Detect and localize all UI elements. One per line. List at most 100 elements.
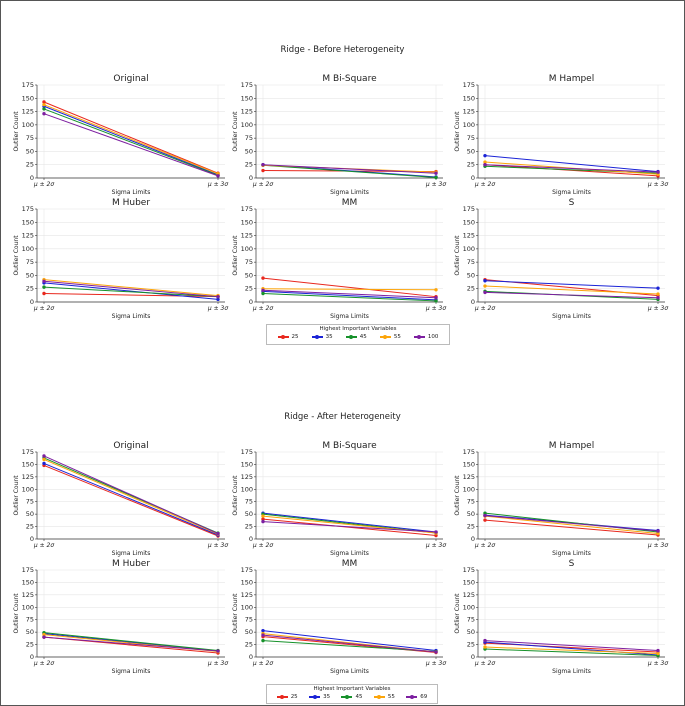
x-tick-label: μ ± 2σ [33,542,54,549]
x-axis-label: Sigma Limits [330,550,369,557]
legend-entry: 55 [373,694,395,700]
series-line-45 [262,164,437,178]
data-point-25 [483,518,487,522]
y-tick-label: 100 [22,121,34,129]
y-tick-label: 50 [26,628,34,636]
x-tick-label: μ ± 2σ [252,660,273,667]
y-tick-label: 100 [22,245,34,253]
series-line-25 [43,101,219,174]
y-tick-label: 125 [22,473,34,481]
panel-title: MM [342,198,358,208]
y-tick-label: 50 [26,271,34,279]
y-tick-label: 75 [26,134,34,142]
x-tick-label: μ ± 2σ [252,542,273,549]
series-line-55 [43,279,219,297]
y-tick-label: 0 [471,174,475,182]
x-tick-label: μ ± 2σ [252,305,273,312]
y-tick-label: 50 [245,271,253,279]
y-tick-label: 100 [22,603,34,611]
y-tick-label: 75 [26,616,34,624]
data-point-55 [434,288,438,292]
y-tick-label: 25 [245,523,253,531]
x-tick-label: μ ± 3σ [647,305,668,312]
data-point-25 [261,517,265,521]
data-point-55 [42,457,46,462]
series-line-100 [43,280,219,298]
series-line-45 [484,648,659,657]
y-tick-label: 0 [30,653,34,661]
series-line-35 [43,105,219,176]
y-tick-label: 0 [30,298,34,306]
x-axis-label: Sigma Limits [330,313,369,320]
y-axis-label: Outlier Count [454,111,461,152]
y-axis-label: Outlier Count [13,111,20,152]
y-tick-label: 0 [249,174,253,182]
panel-title: S [569,198,575,208]
data-point-69 [434,530,438,534]
y-tick-label: 150 [241,218,253,226]
y-tick-label: 50 [467,147,475,155]
y-tick-label: 50 [467,510,475,518]
x-tick-label: μ ± 3σ [207,181,228,188]
y-tick-label: 125 [463,473,475,481]
y-tick-label: 125 [463,232,475,240]
series-line-55 [484,515,659,535]
legend-entry: 45 [341,694,362,700]
y-tick-label: 125 [241,473,253,481]
series-line-100 [484,164,659,173]
y-tick-label: 25 [26,523,34,531]
data-point-55 [261,514,265,518]
series-line-25 [484,519,659,536]
y-tick-label: 25 [26,285,34,293]
y-tick-label: 25 [26,161,34,169]
y-tick-label: 0 [471,653,475,661]
y-tick-label: 75 [245,616,253,624]
x-axis-label: Sigma Limits [112,313,151,320]
data-point-69 [656,529,660,533]
series-line-55 [484,646,659,655]
y-tick-label: 25 [245,641,253,649]
y-tick-label: 0 [249,653,253,661]
series-line-35 [43,633,219,652]
y-tick-label: 100 [241,603,253,611]
data-point-55 [483,645,487,649]
series-line-35 [43,282,219,300]
data-point-69 [42,454,46,458]
data-point-100 [483,163,487,167]
legend-title: Highest Important Variables [313,686,391,692]
y-tick-label: 50 [245,628,253,636]
legend-entry: 25 [276,694,298,700]
data-point-69 [216,649,220,653]
series-line-69 [484,515,659,532]
data-point-35 [261,628,265,633]
series-line-100 [262,164,437,174]
y-tick-label: 75 [26,498,34,506]
panel-title: MM [342,559,358,569]
data-point-100 [261,163,265,167]
legend-before: Highest Important Variables 25 35 45 55 … [266,324,450,345]
y-tick-label: 25 [245,161,253,169]
series-line-55 [43,458,219,535]
x-tick-label: μ ± 3σ [425,542,446,549]
x-axis-label: Sigma Limits [112,668,151,675]
series-line-25 [43,464,219,537]
y-tick-label: 25 [245,285,253,293]
y-tick-label: 0 [471,535,475,543]
x-tick-label: μ ± 2σ [474,542,495,549]
data-point-45 [261,291,265,296]
y-tick-label: 100 [463,121,475,129]
data-point-69 [656,648,660,653]
legend-label: 100 [427,334,439,340]
x-tick-label: μ ± 3σ [425,660,446,667]
panel-title: M Bi-Square [322,74,377,84]
x-tick-label: μ ± 2σ [33,305,54,312]
y-tick-label: 150 [22,578,34,586]
x-tick-label: μ ± 3σ [647,542,668,549]
data-point-69 [483,638,487,643]
legend-label: 35 [325,334,333,340]
x-tick-label: μ ± 2σ [33,660,54,667]
legend-entry: 35 [309,694,330,700]
x-tick-label: μ ± 3σ [207,542,228,549]
data-point-25 [42,291,46,296]
